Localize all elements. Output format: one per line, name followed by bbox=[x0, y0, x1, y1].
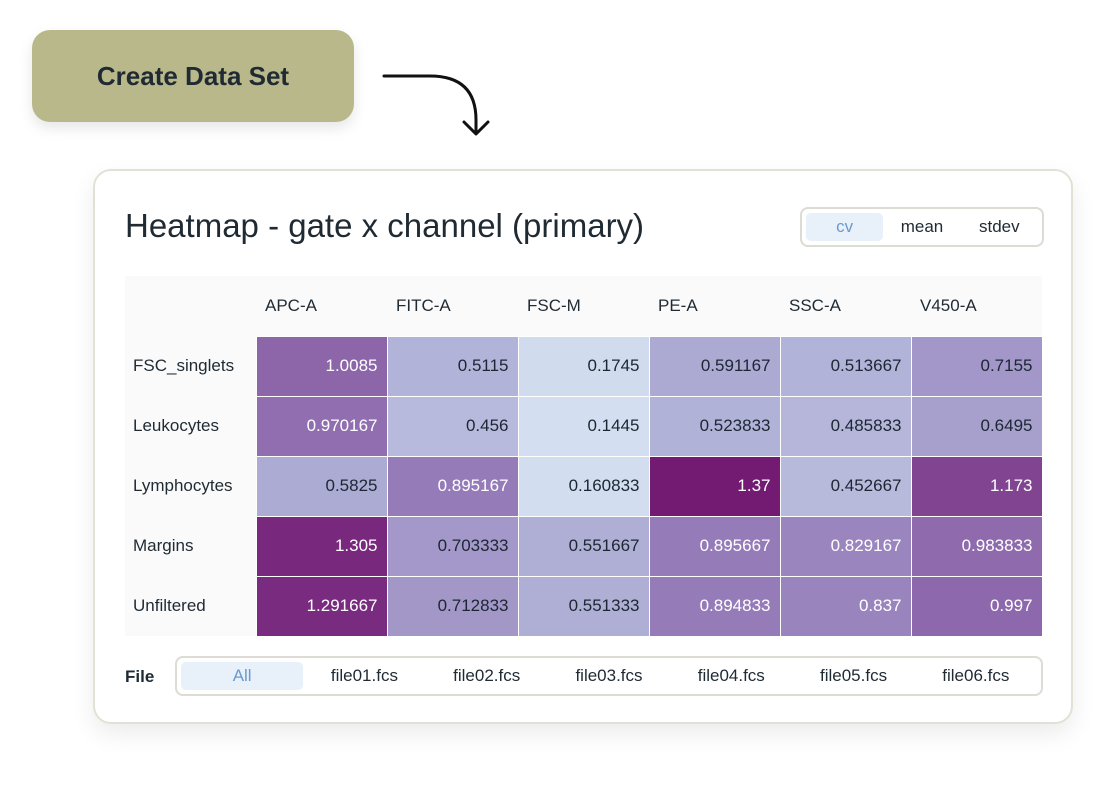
heatmap-cell: 0.551333 bbox=[517, 575, 650, 637]
heatmap-cell: 0.591167 bbox=[648, 335, 781, 397]
file-option-file02[interactable]: file02.fcs bbox=[453, 666, 521, 685]
file-option-file05[interactable]: file05.fcs bbox=[820, 666, 888, 685]
heatmap-cell: 1.173 bbox=[910, 455, 1043, 517]
heatmap-cell: 0.160833 bbox=[517, 455, 650, 517]
file-option-file01[interactable]: file01.fcs bbox=[330, 666, 398, 685]
heatmap-cell: 0.894833 bbox=[648, 575, 781, 637]
heatmap-cell: 0.456 bbox=[386, 395, 519, 457]
heatmap-cell: 0.523833 bbox=[648, 395, 781, 457]
heatmap-cell: 1.37 bbox=[648, 455, 781, 517]
row-header: Margins bbox=[125, 516, 256, 576]
heatmap-row: Lymphocytes 0.5825 0.895167 0.160833 1.3… bbox=[125, 455, 1043, 517]
heatmap-cell: 0.7155 bbox=[910, 335, 1043, 397]
heatmap-cell: 0.485833 bbox=[779, 395, 912, 457]
heatmap-title: Heatmap - gate x channel (primary) bbox=[125, 207, 645, 244]
metric-toggle: cv mean stdev bbox=[800, 207, 1044, 247]
heatmap-row: Unfiltered 1.291667 0.712833 0.551333 0.… bbox=[125, 575, 1043, 637]
heatmap-card: Heatmap - gate x channel (primary) cv me… bbox=[93, 169, 1073, 724]
row-header: Lymphocytes bbox=[125, 456, 256, 516]
curved-arrow-icon bbox=[382, 74, 490, 136]
heatmap-cell: 0.970167 bbox=[255, 395, 388, 457]
heatmap-cell: 0.513667 bbox=[779, 335, 912, 397]
metric-option-cv[interactable]: cv bbox=[806, 213, 884, 241]
heatmap-row: FSC_singlets 1.0085 0.5115 0.1745 0.5911… bbox=[125, 335, 1043, 397]
file-option-file04[interactable]: file04.fcs bbox=[697, 666, 765, 685]
row-header: Leukocytes bbox=[125, 396, 256, 456]
heatmap-cell: 0.703333 bbox=[386, 515, 519, 577]
heatmap-cell: 0.829167 bbox=[779, 515, 912, 577]
heatmap-cell: 0.1445 bbox=[517, 395, 650, 457]
row-header: Unfiltered bbox=[125, 576, 256, 636]
file-label: File bbox=[125, 667, 155, 686]
heatmap-cell: 0.5115 bbox=[386, 335, 519, 397]
heatmap-cell: 0.712833 bbox=[386, 575, 519, 637]
create-data-set-button[interactable]: Create Data Set bbox=[32, 30, 354, 122]
heatmap-cell: 0.5825 bbox=[255, 455, 388, 517]
heatmap-cell: 0.895667 bbox=[648, 515, 781, 577]
metric-option-mean[interactable]: mean bbox=[900, 217, 944, 236]
heatmap-cell: 0.895167 bbox=[386, 455, 519, 517]
heatmap-header-row: APC-A FITC-A FSC-M PE-A SSC-A V450-A bbox=[125, 276, 1042, 336]
heatmap-cell: 0.6495 bbox=[910, 395, 1043, 457]
column-header: FITC-A bbox=[387, 276, 518, 336]
column-header: V450-A bbox=[911, 276, 1042, 336]
file-option-all[interactable]: All bbox=[181, 662, 304, 690]
column-header: APC-A bbox=[256, 276, 387, 336]
heatmap-table: APC-A FITC-A FSC-M PE-A SSC-A V450-A FSC… bbox=[125, 276, 1043, 637]
file-option-file03[interactable]: file03.fcs bbox=[575, 666, 643, 685]
row-header: FSC_singlets bbox=[125, 336, 256, 396]
column-header: PE-A bbox=[649, 276, 780, 336]
heatmap-cell: 0.452667 bbox=[779, 455, 912, 517]
file-toggle: All file01.fcs file02.fcs file03.fcs fil… bbox=[175, 656, 1043, 696]
heatmap-cell: 0.551667 bbox=[517, 515, 650, 577]
heatmap-cell: 1.305 bbox=[255, 515, 388, 577]
heatmap-cell: 0.983833 bbox=[910, 515, 1043, 577]
heatmap-cell: 0.837 bbox=[779, 575, 912, 637]
heatmap-cell: 0.997 bbox=[910, 575, 1043, 637]
column-header: SSC-A bbox=[780, 276, 911, 336]
file-option-file06[interactable]: file06.fcs bbox=[942, 666, 1010, 685]
heatmap-cell: 1.291667 bbox=[255, 575, 388, 637]
heatmap-row: Margins 1.305 0.703333 0.551667 0.895667… bbox=[125, 515, 1043, 577]
column-header: FSC-M bbox=[518, 276, 649, 336]
heatmap-row: Leukocytes 0.970167 0.456 0.1445 0.52383… bbox=[125, 395, 1043, 457]
heatmap-cell: 1.0085 bbox=[255, 335, 388, 397]
metric-option-stdev[interactable]: stdev bbox=[979, 217, 1020, 236]
heatmap-cell: 0.1745 bbox=[517, 335, 650, 397]
heatmap-corner bbox=[125, 276, 256, 336]
